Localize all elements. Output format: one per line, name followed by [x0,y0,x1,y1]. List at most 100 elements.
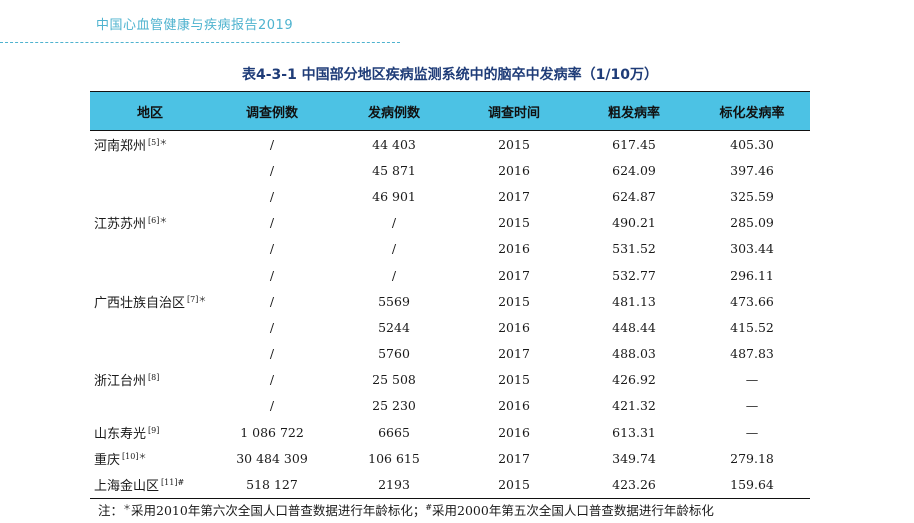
table-row: 河南郑州 [5]＊ / 44 403 2015 617.45 405.30 [90,131,810,158]
cell-surveyed: / [269,241,275,257]
cell-region: 江苏苏州 [6]＊ [90,210,210,236]
cell-cases: 44 403 [372,136,416,152]
footnote-part2: 采用2000年第五次全国人口普查数据进行年龄标化 [432,503,714,518]
region-name: 重庆 [94,452,121,468]
cell-surveyed: 30 484 309 [236,450,308,466]
column-header-year: 调查时间 [454,91,574,131]
table-row: / 25 230 2016 421.32 — [90,393,810,419]
column-header-region: 地区 [90,91,210,131]
cell-standardized-rate: 325.59 [730,188,774,204]
cell-year: 2016 [498,424,530,440]
table-header-row: 地区 调查例数 发病例数 调查时间 粗发病率 标化发病率 [90,91,810,131]
region-name: 上海金山区 [94,479,160,495]
cell-crude-rate: 423.26 [574,471,694,499]
cell-region [90,314,210,340]
cell-cases: / [391,267,397,283]
column-header-cases: 发病例数 [334,91,454,131]
cell-standardized-rate: — [745,424,759,440]
cell-region [90,393,210,419]
cell-crude-rate: 531.52 [612,241,656,257]
footnote-star-mark: ＊ [123,503,132,512]
region-reference: [7]＊ [187,294,207,304]
incidence-table: 地区 调查例数 发病例数 调查时间 粗发病率 标化发病率 河南郑州 [5]＊ / 44… [90,91,810,499]
table-row: / 5244 2016 448.44 415.52 [90,314,810,340]
cell-year: 2017 [498,346,530,362]
cell-region: 广西壮族自治区 [7]＊ [90,288,210,314]
cell-cases: 46 901 [372,188,416,204]
table-row: 浙江台州 [8] / 25 508 2015 426.92 — [90,367,810,393]
cell-region: 山东寿光 [9] [90,419,210,445]
cell-standardized-rate: 405.30 [730,136,774,152]
cell-cases: 25 230 [372,398,416,414]
cell-region: 浙江台州 [8] [90,367,210,393]
cell-standardized-rate: 303.44 [730,241,774,257]
cell-standardized-rate: 487.83 [730,346,774,362]
cell-year: 2016 [498,162,530,178]
cell-crude-rate: 426.92 [612,372,656,388]
cell-year: 2015 [498,293,530,309]
cell-year: 2016 [498,398,530,414]
cell-surveyed: / [269,372,275,388]
table-row: 山东寿光 [9] 1 086 722 6665 2016 613.31 — [90,419,810,445]
cell-cases: / [391,241,397,257]
table-row: 重庆 [10]＊ 30 484 309 106 615 2017 349.74 279.18 [90,445,810,471]
cell-standardized-rate: 279.18 [730,450,774,466]
cell-year: 2016 [498,241,530,257]
table-title: 表4-3-1 中国部分地区疾病监测系统中的脑卒中发病率（1/10万） [241,67,659,83]
cell-standardized-rate: 415.52 [730,319,774,335]
cell-surveyed: / [269,293,275,309]
cell-crude-rate: 421.32 [612,398,656,414]
cell-crude-rate: 624.87 [612,188,656,204]
cell-standardized-rate: 285.09 [730,215,774,231]
cell-region [90,262,210,288]
table-row: / / 2017 532.77 296.11 [90,262,810,288]
cell-year: 2015 [454,471,574,499]
cell-cases: 2193 [334,471,454,499]
cell-surveyed: / [269,188,275,204]
cell-crude-rate: 624.09 [612,162,656,178]
table-footnote: 注：＊采用2010年第六次全国人口普查数据进行年龄标化；#采用2000年第五次全… [98,500,714,519]
region-name: 浙江台州 [94,374,147,390]
cell-year: 2017 [498,450,530,466]
cell-cases: 6665 [378,424,410,440]
cell-crude-rate: 448.44 [612,319,656,335]
cell-crude-rate: 613.31 [612,424,656,440]
cell-cases: 45 871 [372,162,416,178]
footnote-hash-mark: # [425,503,433,512]
column-header-standardized-rate: 标化发病率 [694,91,810,131]
incidence-table-container: 地区 调查例数 发病例数 调查时间 粗发病率 标化发病率 河南郑州 [5]＊ / 44… [90,91,810,499]
cell-year: 2015 [498,372,530,388]
cell-standardized-rate: 296.11 [730,267,774,283]
cell-surveyed: / [269,162,275,178]
cell-cases: 25 508 [372,372,416,388]
cell-cases: 5244 [378,319,410,335]
cell-crude-rate: 488.03 [612,346,656,362]
cell-crude-rate: 532.77 [612,267,656,283]
cell-standardized-rate: — [745,398,759,414]
cell-standardized-rate: 397.46 [730,162,774,178]
cell-year: 2015 [498,215,530,231]
column-header-crude-rate: 粗发病率 [574,91,694,131]
region-reference: [5]＊ [148,137,168,147]
cell-standardized-rate: 473.66 [730,293,774,309]
cell-surveyed: 1 086 722 [240,424,304,440]
cell-standardized-rate: 159.64 [694,471,810,499]
table-row: / 46 901 2017 624.87 325.59 [90,183,810,209]
cell-crude-rate: 349.74 [612,450,656,466]
cell-surveyed: / [269,346,275,362]
cell-region: 重庆 [10]＊ [90,445,210,471]
table-row: / 5760 2017 488.03 487.83 [90,341,810,367]
cell-cases: 5760 [378,346,410,362]
table-row: 江苏苏州 [6]＊ / / 2015 490.21 285.09 [90,210,810,236]
cell-crude-rate: 617.45 [612,136,656,152]
cell-region [90,157,210,183]
cell-surveyed: / [269,267,275,283]
cell-year: 2016 [498,319,530,335]
region-reference: [6]＊ [148,216,168,226]
report-header: 中国心血管健康与疾病报告2019 [96,18,294,33]
region-reference: [11]# [161,478,185,488]
cell-year: 2017 [498,188,530,204]
cell-cases: 106 615 [368,450,420,466]
region-name: 河南郑州 [94,138,147,154]
table-row: / / 2016 531.52 303.44 [90,236,810,262]
